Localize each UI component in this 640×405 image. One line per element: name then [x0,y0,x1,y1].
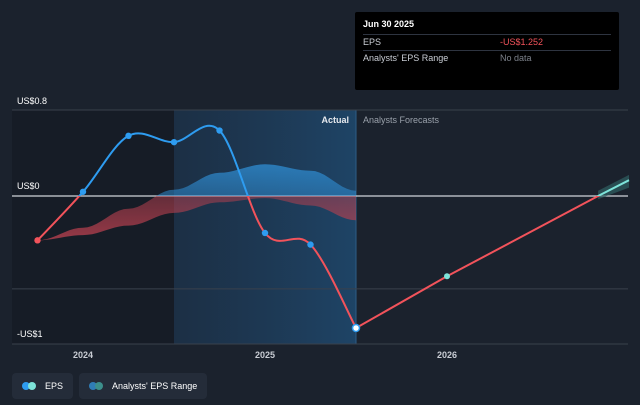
tooltip-eps-label: EPS [363,37,382,47]
analyst-range-positive [156,164,356,196]
legend-item-eps[interactable]: EPS [12,373,74,399]
actual-region [174,110,356,344]
legend-item-range[interactable]: Analysts' EPS Range [79,373,208,399]
eps-line-positive [77,124,249,196]
legend-range-label: Analysts' EPS Range [112,381,198,391]
forecast-point-1 [444,273,450,280]
tooltip-range-label: Analysts' EPS Range [363,53,449,63]
actual-label: Actual [321,115,349,125]
analyst-range-negative [37,196,356,241]
legend: EPS Analysts' EPS Range [12,373,208,399]
eps-swatch-icon [22,382,38,390]
tooltip-eps-value: -US$1.252 [500,37,544,47]
eps-point-2 [125,132,132,140]
x-tick-label-1: 2025 [255,350,275,360]
eps-point-3 [170,138,178,146]
eps-point-5 [261,229,269,237]
eps-point-7 [351,323,361,333]
forecast-line-positive [595,179,630,196]
forecast-label: Analysts Forecasts [363,115,440,125]
y-label-zero: US$0 [17,181,40,191]
eps-point-1 [79,188,87,195]
eps-point-0 [34,237,41,244]
x-tick-label-0: 2024 [73,350,93,360]
y-label-bottom: -US$1 [17,329,43,339]
eps-point-6 [307,241,314,248]
x-tick-label-2: 2026 [437,350,457,360]
tooltip-row-range: Analysts' EPS Range No data [363,50,611,66]
tooltip-range-value: No data [500,53,532,63]
y-label-top: US$0.8 [17,96,47,106]
tooltip-panel: Jun 30 2025 EPS -US$1.252 Analysts' EPS … [355,12,619,90]
forecast-line-negative [355,196,601,329]
range-swatch-icon [89,382,105,390]
tooltip-date: Jun 30 2025 [363,19,415,29]
legend-eps-label: EPS [45,381,64,391]
tooltip-row-eps: EPS -US$1.252 [363,34,611,50]
eps-point-4 [216,127,223,134]
